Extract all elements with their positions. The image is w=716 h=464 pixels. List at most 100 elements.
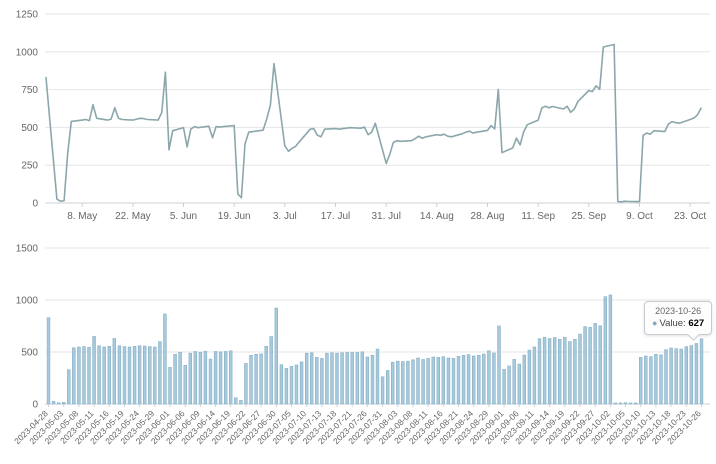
- series-bar[interactable]: [294, 364, 299, 405]
- series-bar[interactable]: [254, 354, 258, 405]
- series-bar[interactable]: [568, 341, 572, 405]
- series-bar[interactable]: [178, 351, 182, 405]
- series-bar[interactable]: [603, 296, 608, 405]
- series-bar[interactable]: [477, 355, 481, 405]
- series-bar[interactable]: [466, 354, 471, 405]
- series-bar[interactable]: [401, 361, 405, 405]
- series-bar[interactable]: [112, 338, 117, 405]
- series-bar[interactable]: [542, 337, 547, 405]
- series-bar[interactable]: [552, 337, 557, 405]
- series-bar[interactable]: [507, 365, 511, 405]
- series-bar[interactable]: [563, 337, 567, 405]
- series-bar[interactable]: [547, 338, 552, 405]
- series-bar[interactable]: [208, 358, 213, 405]
- series-bar[interactable]: [51, 401, 56, 405]
- series-bar[interactable]: [664, 349, 668, 405]
- series-bar[interactable]: [309, 352, 314, 405]
- series-bar[interactable]: [193, 351, 197, 405]
- series-bar[interactable]: [244, 363, 248, 405]
- series-bar[interactable]: [188, 352, 192, 405]
- series-bar[interactable]: [335, 352, 339, 405]
- series-bar[interactable]: [148, 346, 152, 405]
- series-bar[interactable]: [127, 346, 132, 405]
- series-bar[interactable]: [213, 351, 218, 405]
- series-bar[interactable]: [406, 360, 410, 405]
- series-bar[interactable]: [436, 357, 440, 405]
- series-bar[interactable]: [67, 369, 71, 405]
- series-bar[interactable]: [320, 358, 324, 405]
- series-bar[interactable]: [517, 363, 522, 405]
- series-bar[interactable]: [198, 351, 203, 405]
- bar-chart[interactable]: 0500100015002023-04-282023-05-032023-05-…: [0, 232, 716, 464]
- series-bar[interactable]: [370, 355, 375, 405]
- series-bar[interactable]: [628, 402, 633, 405]
- series-bar[interactable]: [583, 326, 587, 405]
- series-bar[interactable]: [669, 347, 673, 405]
- series-bar[interactable]: [284, 368, 289, 405]
- series-bar[interactable]: [608, 294, 613, 405]
- series-bar[interactable]: [168, 367, 172, 405]
- series-bar[interactable]: [385, 370, 390, 405]
- series-bar[interactable]: [512, 359, 516, 405]
- series-bar[interactable]: [613, 402, 618, 405]
- series-bar[interactable]: [102, 346, 106, 405]
- series-bar[interactable]: [249, 355, 253, 405]
- series-bar[interactable]: [72, 347, 76, 405]
- series-bar[interactable]: [618, 402, 623, 405]
- series-bar[interactable]: [649, 356, 653, 405]
- series-bar[interactable]: [122, 346, 127, 405]
- series-bar[interactable]: [203, 350, 208, 405]
- series-bar[interactable]: [699, 338, 704, 405]
- series-bar[interactable]: [274, 307, 278, 405]
- series-bar[interactable]: [659, 354, 663, 405]
- series-bar[interactable]: [360, 351, 364, 405]
- series-bar[interactable]: [355, 352, 359, 405]
- series-bar[interactable]: [689, 345, 694, 405]
- series-bar[interactable]: [532, 346, 537, 405]
- series-bar[interactable]: [684, 346, 689, 405]
- series-bar[interactable]: [315, 357, 319, 405]
- series-bar[interactable]: [694, 343, 699, 405]
- series-bar[interactable]: [654, 354, 658, 405]
- series-bar[interactable]: [527, 349, 532, 405]
- series-bar[interactable]: [46, 317, 51, 405]
- series-bar[interactable]: [365, 356, 370, 405]
- series-bar[interactable]: [132, 346, 137, 405]
- series-bar[interactable]: [137, 345, 142, 405]
- series-bar[interactable]: [679, 348, 683, 405]
- series-bar[interactable]: [633, 402, 638, 405]
- series-bar[interactable]: [593, 323, 597, 405]
- series-bar[interactable]: [644, 355, 648, 405]
- series-bar[interactable]: [229, 350, 233, 405]
- series-bar[interactable]: [588, 327, 592, 405]
- series-bar[interactable]: [269, 336, 273, 405]
- series-bar[interactable]: [375, 348, 380, 405]
- series-bar[interactable]: [390, 361, 395, 405]
- series-bar[interactable]: [623, 402, 628, 405]
- series-bar[interactable]: [304, 352, 309, 405]
- series-bar[interactable]: [471, 355, 476, 405]
- series-bar[interactable]: [380, 376, 385, 405]
- series-bar[interactable]: [456, 356, 461, 405]
- series-bar[interactable]: [578, 333, 582, 405]
- series-bar[interactable]: [92, 336, 96, 405]
- series-bar[interactable]: [158, 341, 162, 405]
- series-bar[interactable]: [537, 338, 542, 405]
- series-bar[interactable]: [396, 360, 400, 405]
- series-bar[interactable]: [107, 346, 112, 405]
- series-bar[interactable]: [461, 355, 466, 405]
- series-bar[interactable]: [153, 346, 157, 405]
- series-bar[interactable]: [259, 353, 263, 405]
- series-bar[interactable]: [289, 366, 294, 405]
- series-bar[interactable]: [411, 359, 415, 405]
- series-bar[interactable]: [117, 345, 122, 405]
- series-bar[interactable]: [61, 402, 66, 405]
- series-bar[interactable]: [446, 357, 451, 405]
- series-bar[interactable]: [299, 361, 304, 405]
- series-bar[interactable]: [97, 345, 101, 405]
- series-bar[interactable]: [350, 351, 354, 405]
- series-bar[interactable]: [234, 397, 238, 405]
- line-chart[interactable]: 0 250 500 750 1000 1250 8. May 22. May 5. Jun 19.…: [0, 0, 716, 232]
- series-bar[interactable]: [431, 356, 435, 405]
- series-bar[interactable]: [279, 364, 284, 405]
